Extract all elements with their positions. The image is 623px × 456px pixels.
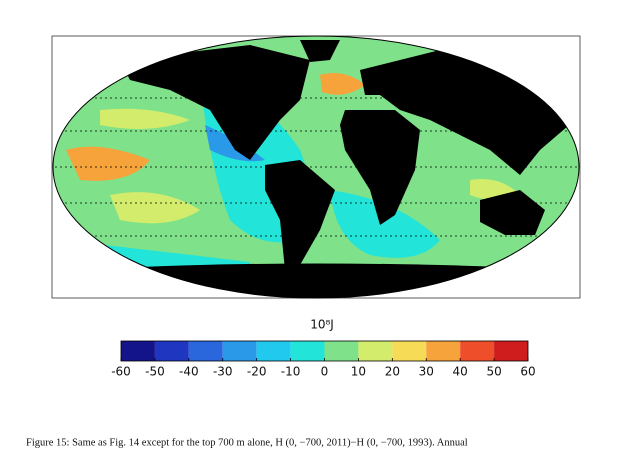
colorbar-tick-label: 0	[321, 365, 329, 379]
colorbar-tick-label: 10	[351, 365, 366, 379]
colorbar-tick-label: 20	[385, 365, 400, 379]
colorbar: -60 -50 -40 -30 -20 -10 0 10 20 30 40 50 60	[111, 340, 536, 379]
colorbar-tick-label: -10	[281, 365, 301, 379]
latitude-lines	[53, 97, 579, 237]
colorbar-tick-label: -60	[111, 365, 131, 379]
colorbar-tick-label: 60	[520, 365, 535, 379]
colorbar-segment	[392, 341, 427, 361]
colorbar-segment	[188, 341, 223, 361]
colorbar-segment	[222, 341, 257, 361]
colorbar-segment	[290, 341, 325, 361]
colorbar-segment	[121, 341, 155, 361]
colorbar-segment	[460, 341, 495, 361]
colorbar-tick-label: -20	[247, 365, 267, 379]
colorbar-segment	[426, 341, 461, 361]
colorbar-tick-label: -50	[145, 365, 165, 379]
colorbar-tick-label: -30	[213, 365, 233, 379]
colorbar-tick-label: 40	[453, 365, 468, 379]
colorbar-segment	[256, 341, 291, 361]
anomaly-region	[66, 146, 150, 181]
anomaly-region	[330, 190, 440, 258]
colorbar-tick-label: 50	[486, 365, 501, 379]
colorbar-segment	[154, 341, 189, 361]
colorbar-segment	[358, 341, 393, 361]
anomaly-region	[100, 108, 190, 129]
globe-outline	[52, 35, 580, 299]
colorbar-tick-label: -40	[179, 365, 199, 379]
caption: Figure 15: Same as Fig. 14 except for th…	[26, 437, 468, 448]
anomaly-region	[110, 192, 200, 224]
colorbar-tick-label: 30	[419, 365, 434, 379]
colorbar-segment	[324, 341, 359, 361]
anomaly-region	[320, 72, 365, 95]
colorbar-label: 10⁸J	[310, 318, 334, 332]
colorbar-segment	[494, 341, 528, 361]
